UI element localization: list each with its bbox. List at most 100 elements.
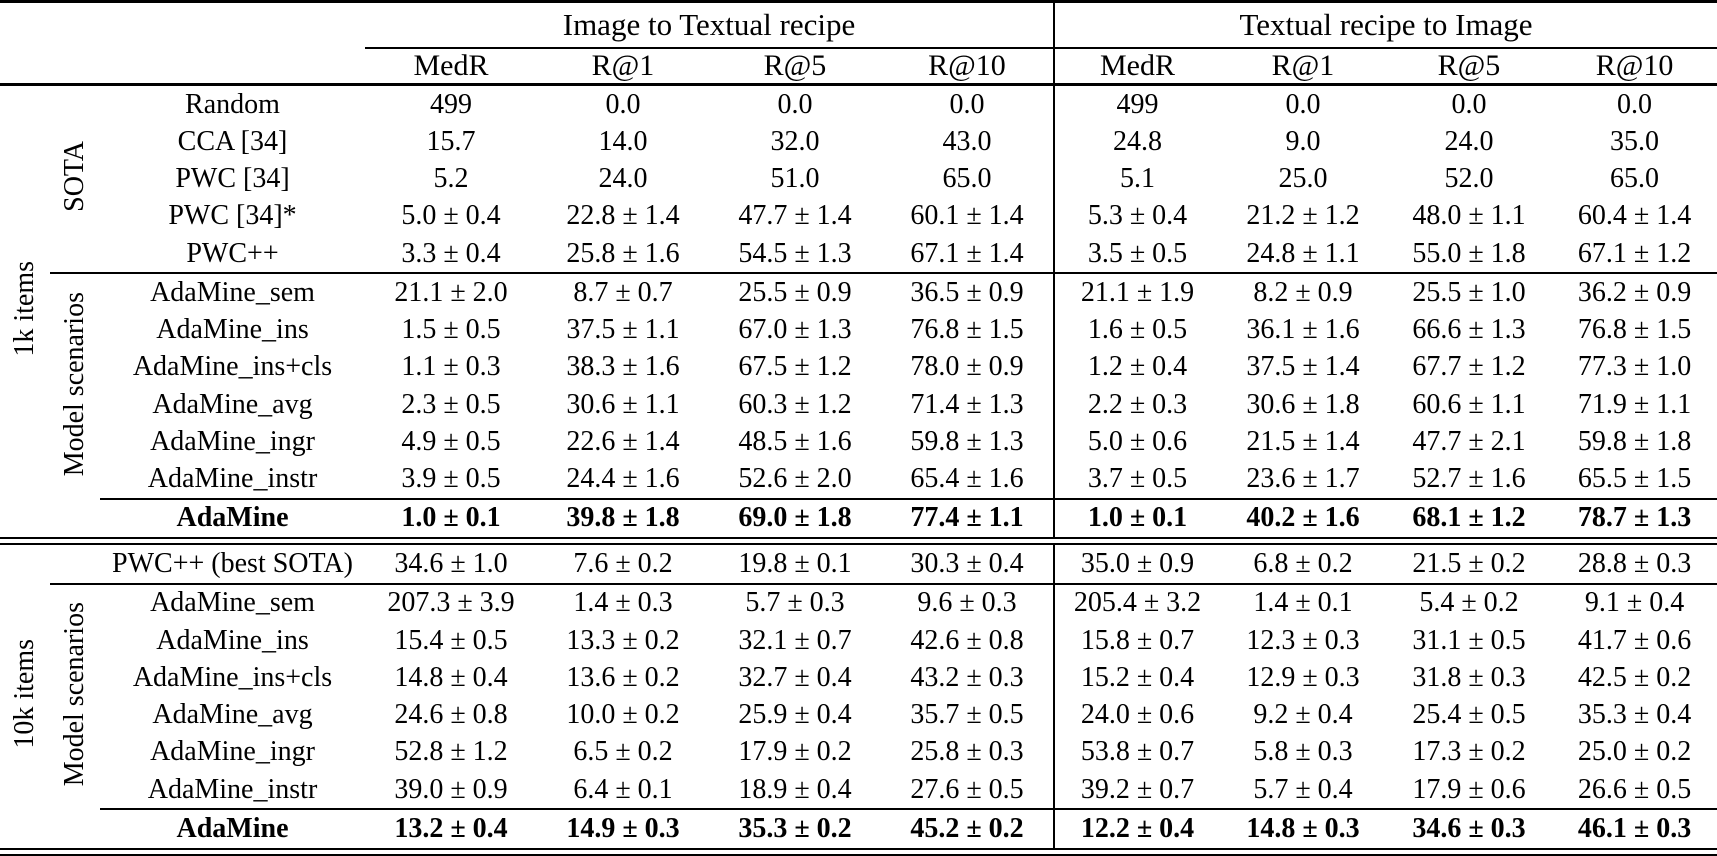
value-cell: 23.6 ± 1.7 — [1246, 463, 1360, 495]
value-cell: 1.0 ± 0.1 — [365, 497, 537, 539]
value-cell: 18.9 ± 0.4 — [738, 773, 852, 805]
value-cell: 46.1 ± 0.3 — [1552, 808, 1717, 849]
value-cell: 21.5 ± 0.2 — [1412, 548, 1526, 580]
value-cell: 68.1 ± 1.2 — [1386, 497, 1552, 539]
method-cell: PWC++ (best SOTA) — [112, 548, 353, 580]
value-cell: 25.9 ± 0.4 — [738, 699, 852, 731]
method-cell: AdaMine_instr — [147, 463, 318, 495]
value-cell: 8.2 ± 0.9 — [1220, 272, 1386, 312]
method-cell: AdaMine_ins+cls — [132, 351, 333, 383]
table-row: Model scenarios AdaMine_sem 21.1 ± 2.0 8.7 … — [0, 272, 1717, 499]
value-cell: 51.0 — [770, 163, 820, 195]
value-cell: 5.8 ± 0.3 — [1253, 736, 1353, 768]
table-row: AdaMine_ins 15.4 ± 0.5 13.3 ± 0.2 32.1 ± 0.… — [0, 622, 1717, 660]
row-group-label: 10k items — [8, 639, 40, 749]
value-cell: 52.7 ± 1.6 — [1412, 463, 1526, 495]
value-cell: 67.1 ± 1.2 — [1577, 237, 1692, 269]
value-cell: 25.0 ± 0.2 — [1577, 736, 1692, 768]
value-cell: 0.0 — [777, 88, 813, 120]
value-cell: 25.8 ± 0.3 — [910, 736, 1024, 768]
row-subgroup-label: Model scenarios — [58, 291, 90, 477]
value-cell: 7.6 ± 0.2 — [573, 548, 673, 580]
value-cell: 6.5 ± 0.2 — [573, 736, 673, 768]
value-cell: 35.7 ± 0.5 — [910, 699, 1024, 731]
value-cell: 30.6 ± 1.8 — [1246, 388, 1360, 420]
value-cell: 43.2 ± 0.3 — [910, 661, 1024, 693]
value-cell: 22.6 ± 1.4 — [566, 425, 680, 457]
value-cell: 41.7 ± 0.6 — [1577, 624, 1692, 656]
value-cell: 2.3 ± 0.5 — [401, 388, 501, 420]
value-cell: 66.6 ± 1.3 — [1412, 314, 1526, 346]
value-cell: 42.6 ± 0.8 — [910, 624, 1024, 656]
value-cell: 48.5 ± 1.6 — [738, 425, 852, 457]
row-subgroup-spacer — [50, 499, 100, 538]
value-cell: 13.3 ± 0.2 — [566, 624, 680, 656]
value-cell: 36.2 ± 0.9 — [1552, 272, 1717, 312]
value-cell: 0.0 — [1451, 88, 1487, 120]
value-cell: 69.0 ± 1.8 — [709, 497, 881, 539]
rule-segment — [0, 536, 1054, 546]
value-cell: 9.6 ± 0.3 — [881, 582, 1054, 623]
value-cell: 1.4 ± 0.1 — [1220, 582, 1386, 623]
method-cell: AdaMine_instr — [147, 773, 318, 805]
method-cell: AdaMine_ins — [156, 624, 309, 656]
value-cell: 3.5 ± 0.5 — [1053, 234, 1220, 274]
rule-segment — [1054, 847, 1717, 856]
value-cell: 43.0 — [942, 125, 992, 157]
value-cell: 59.8 ± 1.8 — [1577, 425, 1692, 457]
value-cell: 47.7 ± 1.4 — [738, 200, 852, 232]
value-cell: 14.8 ± 0.4 — [394, 661, 508, 693]
method-cell: CCA [34] — [177, 125, 288, 157]
table-row: PWC [34]* 5.0 ± 0.4 22.8 ± 1.4 47.7 ± 1.4 60… — [0, 197, 1717, 235]
value-cell: 5.0 ± 0.4 — [401, 200, 501, 232]
value-cell: 78.0 ± 0.9 — [910, 351, 1024, 383]
value-cell: 60.1 ± 1.4 — [910, 200, 1024, 232]
value-cell: 52.8 ± 1.2 — [394, 736, 508, 768]
value-cell: 65.5 ± 1.5 — [1577, 463, 1692, 495]
value-cell: 15.7 — [426, 125, 476, 157]
value-cell: 60.3 ± 1.2 — [738, 388, 852, 420]
value-cell: 67.1 ± 1.4 — [910, 237, 1024, 269]
value-cell: 28.8 ± 0.3 — [1577, 548, 1692, 580]
value-cell: 12.3 ± 0.3 — [1246, 624, 1360, 656]
row-group-cell: 10k items — [0, 544, 50, 848]
value-cell: 71.9 ± 1.1 — [1577, 388, 1692, 420]
value-cell: 52.6 ± 2.0 — [738, 463, 852, 495]
value-cell: 17.3 ± 0.2 — [1412, 736, 1526, 768]
method-cell: AdaMine_sem — [100, 272, 365, 312]
table-row: AdaMine_avg 2.3 ± 0.5 30.6 ± 1.1 60.3 ± 1.2… — [0, 385, 1717, 424]
value-cell: 1.2 ± 0.4 — [1053, 348, 1220, 386]
value-cell: 34.6 ± 1.0 — [394, 548, 508, 580]
table-row: AdaMine_ins+cls 14.8 ± 0.4 13.6 ± 0.2 32.7 … — [0, 659, 1717, 697]
value-cell: 6.8 ± 0.2 — [1253, 548, 1353, 580]
value-cell: 5.4 ± 0.2 — [1386, 582, 1552, 623]
results-tbody: 1k items SOTA Random 499 0.0 0.0 0.0 499 0.0 0.0 0… — [0, 84, 1717, 856]
col-header-medr: MedR — [1053, 48, 1220, 86]
method-cell: AdaMine — [100, 497, 365, 539]
col-header-r5: R@5 — [1386, 48, 1552, 86]
value-cell: 39.0 ± 0.9 — [394, 773, 508, 805]
value-cell: 65.0 — [1610, 163, 1660, 195]
value-cell: 21.1 ± 1.9 — [1053, 272, 1220, 312]
value-cell: 4.9 ± 0.5 — [401, 425, 501, 457]
value-cell: 32.7 ± 0.4 — [738, 661, 852, 693]
value-cell: 21.2 ± 1.2 — [1246, 200, 1360, 232]
value-cell: 8.7 ± 0.7 — [537, 272, 709, 312]
value-cell: 1.1 ± 0.3 — [401, 351, 501, 383]
table-bottom-rule — [0, 847, 1717, 856]
value-cell: 207.3 ± 3.9 — [365, 582, 537, 623]
value-cell: 13.6 ± 0.2 — [566, 661, 680, 693]
value-cell: 30.3 ± 0.4 — [910, 548, 1024, 580]
value-cell: 10.0 ± 0.2 — [566, 699, 680, 731]
value-cell: 24.6 ± 0.8 — [394, 699, 508, 731]
value-cell: 25.0 — [1278, 163, 1328, 195]
value-cell: 39.8 ± 1.8 — [537, 497, 709, 539]
value-cell: 25.4 ± 0.5 — [1412, 699, 1526, 731]
table-row: 1k items SOTA Random 499 0.0 0.0 0.0 499 0.0 0.0 0… — [0, 84, 1717, 357]
col-header-r10: R@10 — [881, 48, 1054, 86]
value-cell: 35.0 — [1610, 125, 1660, 157]
table-row: AdaMine_ingr 4.9 ± 0.5 22.6 ± 1.4 48.5 ± 1.… — [0, 423, 1717, 461]
value-cell: 3.7 ± 0.5 — [1053, 460, 1220, 499]
value-cell: 5.3 ± 0.4 — [1053, 197, 1220, 235]
